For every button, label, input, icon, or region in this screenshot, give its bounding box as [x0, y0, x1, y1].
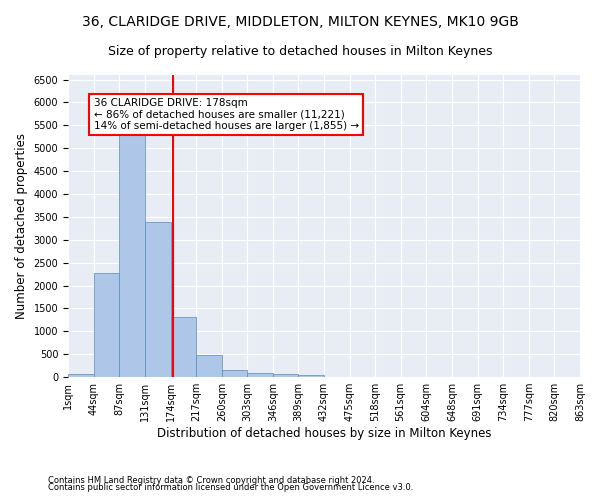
Text: 36 CLARIDGE DRIVE: 178sqm
← 86% of detached houses are smaller (11,221)
14% of s: 36 CLARIDGE DRIVE: 178sqm ← 86% of detac… — [94, 98, 359, 131]
Bar — [145, 222, 171, 377]
Text: Contains public sector information licensed under the Open Government Licence v3: Contains public sector information licen… — [48, 484, 413, 492]
Text: Contains HM Land Registry data © Crown copyright and database right 2024.: Contains HM Land Registry data © Crown c… — [48, 476, 374, 485]
Bar — [196, 355, 222, 377]
Bar — [247, 373, 273, 377]
Bar — [222, 370, 247, 377]
Text: Size of property relative to detached houses in Milton Keynes: Size of property relative to detached ho… — [108, 45, 492, 58]
Bar — [119, 128, 145, 377]
X-axis label: Distribution of detached houses by size in Milton Keynes: Distribution of detached houses by size … — [157, 427, 491, 440]
Bar — [171, 317, 196, 377]
Y-axis label: Number of detached properties: Number of detached properties — [15, 133, 28, 319]
Bar — [68, 374, 94, 377]
Bar — [298, 374, 324, 377]
Text: 36, CLARIDGE DRIVE, MIDDLETON, MILTON KEYNES, MK10 9GB: 36, CLARIDGE DRIVE, MIDDLETON, MILTON KE… — [82, 15, 518, 29]
Bar — [273, 374, 298, 377]
Bar — [94, 273, 119, 377]
